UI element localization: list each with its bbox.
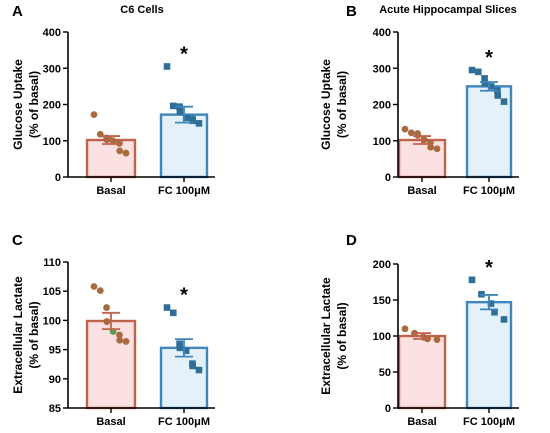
panel-b-significance-star: * [485, 47, 493, 69]
panel-c-point-fc [169, 309, 177, 317]
panel-b-point-fc [494, 92, 502, 99]
panel-a-y-tick-label: 400 [43, 27, 61, 39]
panel-c-ylabel-line-2: (% of basal) [27, 301, 41, 368]
panel-a-title: C6 Cells [120, 4, 163, 16]
panel-b-point-fc [481, 75, 488, 82]
panel-b-category-label: Basal [407, 185, 436, 197]
panel-b-y-tick-label: 400 [373, 27, 391, 39]
panel-a-point-fc [182, 114, 190, 122]
panel-c-point-fc [163, 304, 171, 311]
panel-c-point-fc [176, 340, 183, 348]
panel-a-point-basal [90, 111, 98, 119]
panel-a-point-fc [176, 108, 184, 116]
panel-d-y-tick-label: 100 [373, 331, 391, 343]
panel-a-point-fc [163, 63, 171, 70]
panel-a-letter: A [12, 3, 23, 20]
panel-b-y-tick-label: 0 [385, 172, 391, 184]
panel-a-point-fc [195, 120, 203, 127]
panel-c-category-label: Basal [96, 416, 125, 428]
panel-c-point-fc [189, 362, 197, 370]
panel-a-y-tick-label: 0 [55, 172, 61, 184]
panel-b-ylabel-line-2: (% of basal) [335, 71, 349, 138]
panel-d-category-label: FC 100μM [463, 416, 515, 428]
panel-c-point-basal [116, 336, 124, 344]
panel-b-title: Acute Hippocampal Slices [379, 4, 517, 16]
panel-d-point-basal [401, 325, 409, 333]
panel-b-ylabel-line-1: Glucose Uptake [319, 59, 333, 150]
panel-c-letter: C [12, 232, 23, 249]
panel-d-point-fc [468, 276, 476, 284]
panel-b-y-tick-label: 200 [373, 100, 391, 112]
panel-c-category-label: FC 100μM [158, 416, 210, 428]
panel-a-y-tick-label: 300 [43, 63, 61, 75]
panel-a-point-basal [96, 130, 104, 138]
panel-b-category-label: FC 100μM [463, 185, 515, 197]
panel-c-point-basal [103, 304, 110, 311]
panel-c-y-tick-label: 90 [49, 374, 61, 386]
panel-b-point-fc [487, 83, 495, 90]
panel-d-y-tick-label: 50 [379, 367, 391, 379]
panel-c-y-tick-label: 110 [43, 257, 61, 269]
panel-a-significance-star: * [180, 43, 188, 65]
panel-c-point-basal [122, 338, 130, 345]
panel-d-significance-star: * [485, 257, 493, 279]
panel-a-ylabel-line-1: Glucose Uptake [11, 59, 25, 150]
panel-a-point-basal [116, 147, 124, 155]
panel-b-y-tick-label: 100 [373, 136, 391, 148]
panel-b-point-basal [401, 125, 409, 133]
panel-c-point-basal [116, 331, 123, 339]
panel-c-y-tick-label: 100 [43, 315, 61, 327]
panel-b-y-tick-label: 300 [373, 63, 391, 75]
panel-a-bar-basal [85, 138, 137, 179]
panel-c-point-fc [195, 366, 203, 374]
panel-d-y-tick-label: 150 [373, 295, 391, 307]
panel-c-point-fc [176, 344, 184, 352]
panel-a-point-fc [169, 102, 177, 110]
panel-c-y-tick-label: 105 [43, 286, 61, 298]
panel-d-point-fc [500, 316, 508, 323]
panel-a-ylabel-line-2: (% of basal) [27, 71, 41, 138]
panel-c-significance-star: * [180, 285, 188, 307]
panel-a-y-tick-label: 100 [43, 136, 61, 148]
panel-c-point-fc [182, 347, 190, 355]
panel-b-point-basal [433, 145, 441, 153]
panel-c-point-basal [103, 318, 111, 325]
panel-c-y-tick-label: 85 [49, 403, 61, 415]
panel-c-bar-basal [85, 319, 137, 410]
panel-a-point-fc [189, 117, 197, 125]
panel-d-point-fc [487, 300, 495, 307]
panel-c-ylabel-line-1: Extracellular Lactate [11, 276, 25, 394]
panel-d-bar-basal [397, 334, 447, 410]
panel-d-y-tick-label: 0 [385, 403, 391, 415]
panel-a-category-label: FC 100μM [158, 185, 210, 197]
panel-b-point-basal [427, 143, 435, 151]
panel-b-point-basal [407, 129, 415, 137]
panel-d-y-tick-label: 200 [373, 259, 391, 271]
panel-c-point-basal [96, 287, 104, 295]
panel-a-y-tick-label: 200 [43, 100, 61, 112]
panel-d-point-fc [491, 308, 498, 316]
panel-d-ylabel-line-2: (% of basal) [335, 302, 349, 369]
panel-d-point-basal [433, 336, 441, 343]
panel-d-category-label: Basal [407, 416, 436, 428]
panel-a-point-basal [103, 136, 111, 144]
panel-d-ylabel-line-1: Extracellular Lactate [319, 277, 333, 395]
panel-b-point-fc [481, 80, 489, 87]
panel-a-point-basal [122, 149, 130, 157]
panel-b-point-fc [474, 68, 482, 76]
panel-c-y-tick-label: 95 [49, 345, 61, 357]
panel-c-point-basal [90, 283, 98, 290]
panel-a-category-label: Basal [96, 185, 125, 197]
panel-b-letter: B [346, 3, 357, 20]
panel-b-point-fc [500, 98, 508, 105]
panel-b-point-fc [468, 66, 476, 74]
panel-d-letter: D [346, 232, 357, 249]
